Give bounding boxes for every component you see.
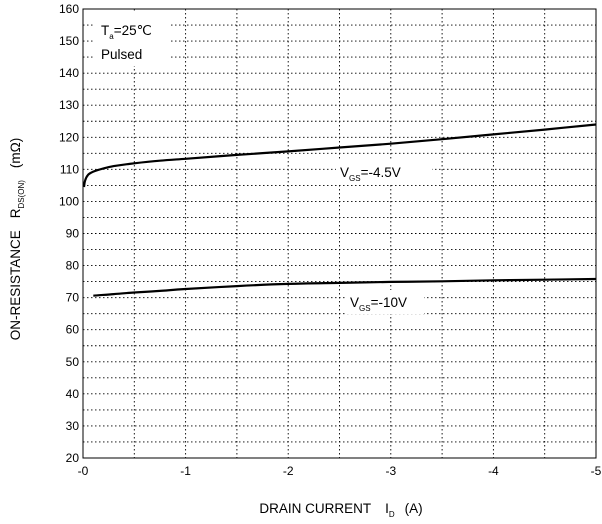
x-tick-label: -4 bbox=[488, 464, 499, 478]
y-tick-label: 150 bbox=[59, 34, 79, 48]
x-tick-label: -1 bbox=[180, 464, 191, 478]
y-tick-label: 60 bbox=[66, 323, 80, 337]
y-tick-label: 160 bbox=[59, 2, 79, 16]
y-tick-label: 50 bbox=[66, 355, 80, 369]
y-tick-label: 40 bbox=[66, 387, 80, 401]
conditions-box: Ta=25℃ Pulsed bbox=[94, 12, 170, 66]
series-label-vgs-10v: VGS=-10V bbox=[346, 290, 424, 314]
plot-frame bbox=[82, 8, 597, 459]
x-tick-label: -2 bbox=[283, 464, 294, 478]
series-label-vgs-10v-text: VGS=-10V bbox=[350, 295, 407, 313]
y-tick-label: 110 bbox=[60, 162, 79, 176]
x-axis-label: DRAIN CURRENT ID (A) bbox=[259, 501, 422, 519]
y-tick-label: 100 bbox=[59, 194, 79, 208]
y-tick-label: 30 bbox=[66, 419, 80, 433]
y-tick-label: 120 bbox=[59, 130, 79, 144]
y-tick-label: 140 bbox=[59, 66, 79, 80]
series bbox=[82, 123, 597, 297]
y-tick-label: 20 bbox=[66, 451, 80, 465]
conditions-pulsed: Pulsed bbox=[101, 47, 142, 62]
x-tick-label: -5 bbox=[591, 464, 602, 478]
x-tick-label: -0 bbox=[78, 464, 89, 478]
grid bbox=[83, 9, 596, 458]
y-tick-label: 130 bbox=[59, 98, 79, 112]
y-tick-label: 80 bbox=[66, 259, 80, 273]
y-tick-label: 70 bbox=[66, 291, 80, 305]
y-tick-label: 90 bbox=[66, 227, 80, 241]
series-line-0 bbox=[82, 123, 597, 188]
tick-labels: 20 30 40 50 60 70 80 90 100 110 120 130 140 150 160 -0 -… bbox=[59, 2, 602, 478]
series-line-1 bbox=[93, 277, 597, 297]
x-tick-label: -3 bbox=[385, 464, 396, 478]
conditions-ta: Ta=25℃ bbox=[101, 23, 152, 41]
y-axis-label: ON-RESISTANCERDS(ON)(mΩ) bbox=[8, 138, 26, 341]
series-label-vgs-4-5v-text: VGS=-4.5V bbox=[340, 165, 401, 183]
series-label-vgs-4-5v: VGS=-4.5V bbox=[336, 160, 432, 184]
